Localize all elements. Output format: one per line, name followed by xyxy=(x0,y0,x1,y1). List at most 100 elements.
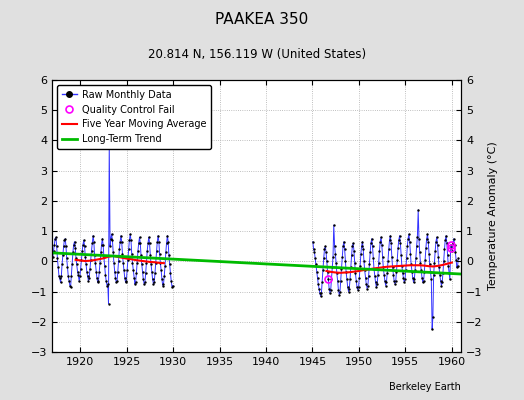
Point xyxy=(117,238,126,245)
Point xyxy=(313,269,321,275)
Point xyxy=(353,284,361,290)
Point xyxy=(116,238,124,245)
Point xyxy=(375,260,383,266)
Point xyxy=(355,275,364,281)
Point xyxy=(82,261,90,268)
Point xyxy=(94,279,102,286)
Point xyxy=(328,264,336,270)
Point xyxy=(352,278,361,284)
Point xyxy=(168,284,176,290)
Point xyxy=(425,250,433,257)
Point xyxy=(333,278,342,284)
Point xyxy=(430,272,438,278)
Point xyxy=(413,234,422,240)
Point xyxy=(135,240,143,246)
Point xyxy=(111,275,119,281)
Point xyxy=(54,264,62,270)
Point xyxy=(360,258,368,264)
Point xyxy=(444,263,453,269)
Point xyxy=(74,272,82,278)
Point xyxy=(446,276,454,283)
Point xyxy=(370,266,378,272)
Point xyxy=(132,270,140,277)
Point xyxy=(451,249,460,256)
Point xyxy=(117,232,125,239)
Point xyxy=(315,290,324,296)
Point xyxy=(161,263,169,269)
Point xyxy=(324,276,333,283)
Point xyxy=(450,242,458,248)
Point xyxy=(348,243,356,250)
Point xyxy=(58,261,66,268)
Point xyxy=(345,285,354,292)
Point xyxy=(346,276,354,283)
Point xyxy=(323,258,331,264)
Point xyxy=(330,222,338,228)
Point xyxy=(405,231,413,237)
Point xyxy=(96,260,104,266)
Point xyxy=(52,234,60,240)
Point xyxy=(313,275,322,281)
Point xyxy=(75,278,83,284)
Point xyxy=(443,240,451,246)
Point xyxy=(144,240,152,246)
Point xyxy=(164,238,172,245)
Point xyxy=(431,248,440,254)
Point xyxy=(409,279,418,286)
Point xyxy=(344,288,353,295)
Point xyxy=(114,258,123,264)
Point xyxy=(434,254,442,260)
Point xyxy=(146,252,155,258)
Point xyxy=(448,248,456,254)
Point xyxy=(72,255,80,262)
Point xyxy=(151,260,160,266)
Point xyxy=(79,242,87,248)
Point xyxy=(59,252,67,258)
Point xyxy=(128,260,137,266)
Point xyxy=(90,238,98,245)
Point xyxy=(449,240,457,246)
Point xyxy=(125,246,133,252)
Point xyxy=(337,266,346,272)
Point xyxy=(392,269,401,275)
Point xyxy=(416,249,424,256)
Point xyxy=(326,287,335,293)
Point xyxy=(62,243,70,250)
Point xyxy=(108,237,117,243)
Point xyxy=(333,270,341,277)
Point xyxy=(169,282,177,289)
Point xyxy=(423,231,432,237)
Point xyxy=(73,269,82,275)
Point xyxy=(350,248,358,254)
Point xyxy=(140,281,148,287)
Point xyxy=(59,243,68,250)
Point xyxy=(154,232,162,239)
Point xyxy=(389,272,398,278)
Point xyxy=(358,238,367,245)
Point xyxy=(452,257,460,263)
Point xyxy=(354,284,363,290)
Point xyxy=(159,281,168,287)
Point xyxy=(339,243,347,250)
Point xyxy=(443,252,452,258)
Point xyxy=(378,254,387,260)
Point xyxy=(384,258,392,264)
Point xyxy=(134,248,142,254)
Point xyxy=(445,270,453,277)
Point xyxy=(356,263,364,269)
Point xyxy=(84,278,93,284)
Point xyxy=(95,269,103,275)
Point xyxy=(410,276,419,283)
Point xyxy=(404,236,412,242)
Point xyxy=(450,236,458,242)
Point xyxy=(100,254,108,260)
Point xyxy=(132,279,140,286)
Point xyxy=(388,264,397,270)
Point xyxy=(433,234,441,240)
Point xyxy=(311,255,320,262)
Point xyxy=(381,282,390,289)
Point xyxy=(346,264,355,270)
Point xyxy=(418,275,426,281)
Point xyxy=(429,314,437,320)
Point xyxy=(424,238,432,245)
